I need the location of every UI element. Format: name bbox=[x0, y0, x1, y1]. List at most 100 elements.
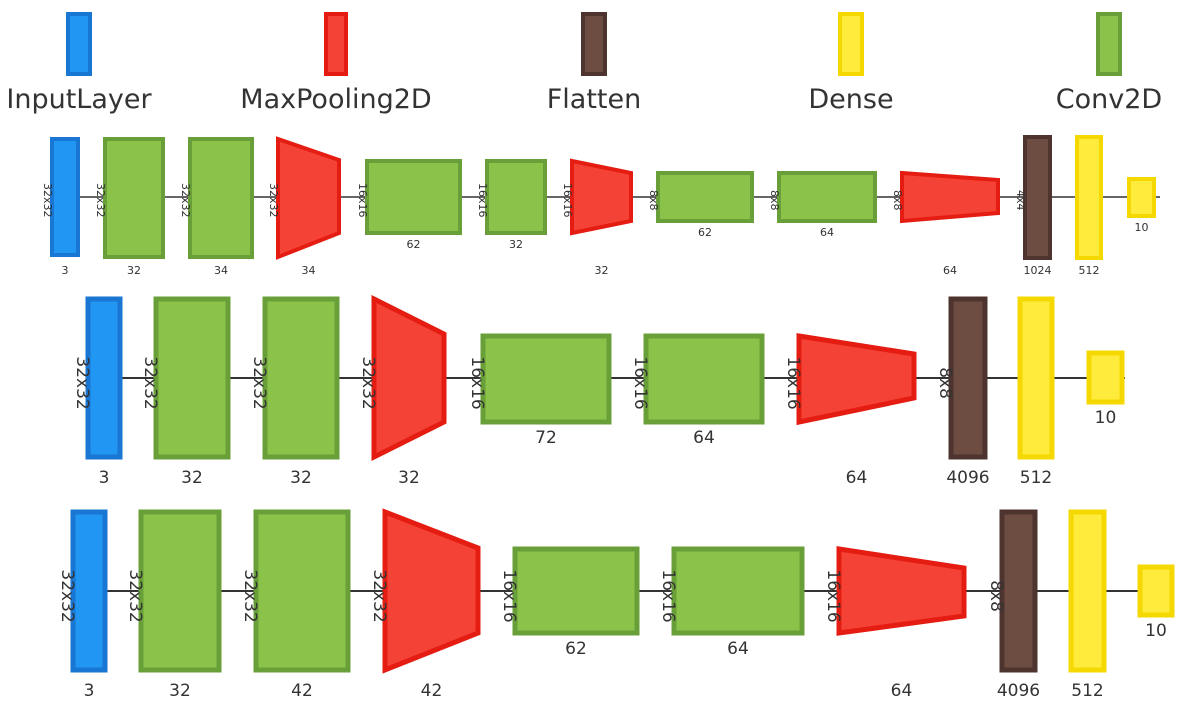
layer-label: 3 bbox=[62, 264, 69, 277]
conv2d-layer bbox=[656, 171, 754, 223]
layer-label: 32 bbox=[509, 238, 523, 251]
conv2d-layer bbox=[365, 159, 462, 235]
layer-label: 32 bbox=[169, 681, 191, 701]
dense-layer bbox=[1068, 509, 1107, 673]
layer-label: 62 bbox=[565, 639, 587, 659]
size-label: 32x32 bbox=[57, 569, 77, 622]
layer-label: 512 bbox=[1071, 681, 1103, 701]
conv2d-layer bbox=[777, 171, 877, 223]
size-label: 16x16 bbox=[783, 356, 803, 409]
layer-label: 64 bbox=[727, 639, 749, 659]
layer-label: 34 bbox=[302, 264, 316, 277]
inputlayer-layer bbox=[70, 509, 108, 673]
size-label: 32x32 bbox=[41, 183, 54, 218]
layer-label: 62 bbox=[407, 238, 421, 251]
size-label: 8x8 bbox=[647, 190, 660, 211]
inputlayer-layer bbox=[85, 296, 123, 460]
layer-label: 64 bbox=[846, 468, 868, 488]
conv2d-layer bbox=[512, 546, 640, 636]
layer-label: 64 bbox=[693, 428, 715, 448]
conv2d-layer bbox=[262, 296, 340, 460]
conv2d-layer bbox=[188, 137, 254, 259]
input-layer-swatch bbox=[66, 12, 92, 76]
dense-layer bbox=[1075, 135, 1103, 260]
dense-layer bbox=[1127, 177, 1156, 218]
size-label: 16x16 bbox=[658, 569, 678, 622]
layer-label: 10 bbox=[1135, 221, 1149, 234]
layer-label: 62 bbox=[698, 226, 712, 239]
flatten-layer bbox=[1023, 135, 1052, 260]
layer-label: 10 bbox=[1095, 408, 1117, 428]
conv2d-layer bbox=[485, 159, 547, 235]
layer-label: 32 bbox=[398, 468, 420, 488]
size-label: 8x8 bbox=[935, 367, 955, 399]
size-label: 8x8 bbox=[986, 580, 1006, 612]
maxpooling2d-layer bbox=[836, 546, 967, 636]
conv2d-layer bbox=[138, 509, 222, 673]
size-label: 32x32 bbox=[240, 569, 260, 622]
layer-label: 3 bbox=[99, 468, 110, 488]
size-label: 16x16 bbox=[823, 569, 843, 622]
inputlayer-layer bbox=[50, 137, 80, 257]
size-label: 8x8 bbox=[891, 190, 904, 211]
layer-label: 4096 bbox=[997, 681, 1040, 701]
layer-label: 1024 bbox=[1024, 264, 1052, 277]
layer-label: 32 bbox=[127, 264, 141, 277]
layer-label: 512 bbox=[1020, 468, 1052, 488]
size-label: 32x32 bbox=[72, 356, 92, 409]
layer-label: 42 bbox=[421, 681, 443, 701]
size-label: 32x32 bbox=[249, 356, 269, 409]
maxpooling2d-layer bbox=[796, 333, 917, 426]
conv2d-layer bbox=[671, 546, 805, 636]
legend-label-inputlayer: InputLayer bbox=[6, 84, 152, 115]
conv2d-layer bbox=[103, 137, 165, 259]
size-label: 32x32 bbox=[94, 183, 107, 218]
layer-label: 32 bbox=[181, 468, 203, 488]
conv2d-layer bbox=[153, 296, 231, 460]
dense-layer bbox=[1017, 296, 1055, 460]
layer-label: 64 bbox=[943, 264, 957, 277]
layer-label: 512 bbox=[1079, 264, 1100, 277]
dense-layer bbox=[1086, 350, 1125, 405]
layer-label: 4096 bbox=[946, 468, 989, 488]
size-label: 32x32 bbox=[267, 183, 280, 218]
maxpooling2d-layer bbox=[900, 170, 1000, 224]
maxpooling2d-layer bbox=[276, 136, 341, 260]
size-label: 16x16 bbox=[561, 183, 574, 218]
legend-label-dense: Dense bbox=[808, 84, 893, 115]
maxpooling2d-layer bbox=[570, 158, 633, 236]
size-label: 32x32 bbox=[140, 356, 160, 409]
legend-label-maxpooling2d: MaxPooling2D bbox=[240, 84, 431, 115]
layer-label: 34 bbox=[214, 264, 228, 277]
conv2d-layer bbox=[253, 509, 351, 673]
maxpooling2d-layer bbox=[382, 508, 481, 674]
size-label: 32x32 bbox=[358, 356, 378, 409]
layer-label: 32 bbox=[595, 264, 609, 277]
conv2d-layer bbox=[480, 333, 612, 425]
size-label: 32x32 bbox=[369, 569, 389, 622]
maxpooling-swatch bbox=[324, 12, 348, 76]
flatten-swatch bbox=[581, 12, 607, 76]
size-label: 16x16 bbox=[356, 183, 369, 218]
legend-label-flatten: Flatten bbox=[547, 84, 641, 115]
dense-swatch bbox=[838, 12, 864, 76]
legend-label-conv2d: Conv2D bbox=[1056, 84, 1162, 115]
layer-label: 42 bbox=[291, 681, 313, 701]
flatten-layer bbox=[948, 296, 988, 460]
size-label: 4x4 bbox=[1014, 190, 1027, 211]
layer-label: 3 bbox=[84, 681, 95, 701]
size-label: 8x8 bbox=[768, 190, 781, 211]
layer-label: 64 bbox=[820, 226, 834, 239]
conv2d-layer bbox=[643, 333, 765, 425]
dense-layer bbox=[1137, 564, 1175, 618]
layer-label: 32 bbox=[290, 468, 312, 488]
size-label: 32x32 bbox=[179, 183, 192, 218]
size-label: 16x16 bbox=[476, 183, 489, 218]
layer-label: 72 bbox=[535, 428, 557, 448]
size-label: 16x16 bbox=[499, 569, 519, 622]
size-label: 32x32 bbox=[125, 569, 145, 622]
flatten-layer bbox=[999, 509, 1038, 673]
size-label: 16x16 bbox=[467, 356, 487, 409]
